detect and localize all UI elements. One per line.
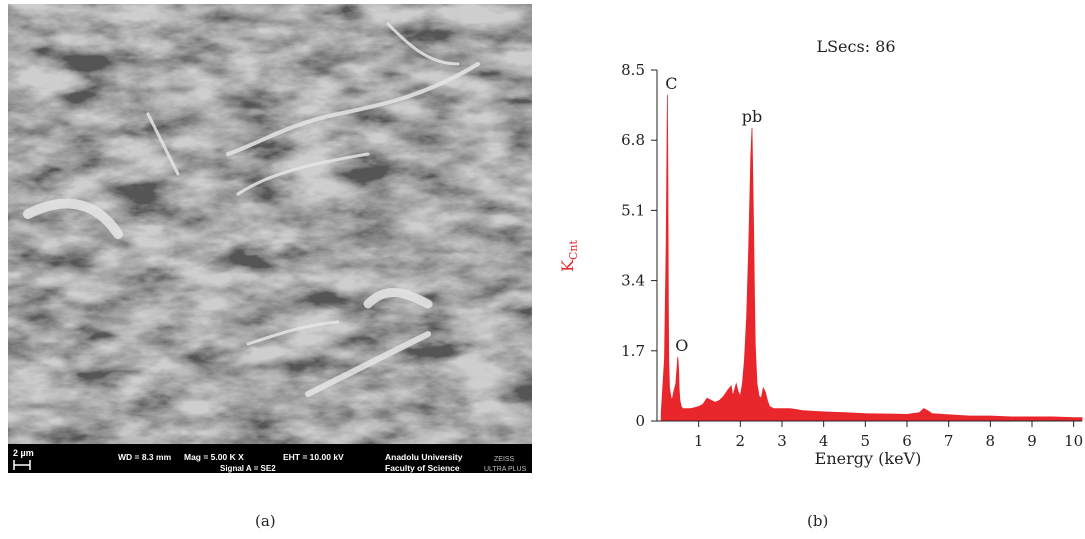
x-tick-label: 10	[1064, 432, 1083, 450]
caption-b: (b)	[807, 512, 829, 530]
spectrum-series	[660, 94, 1083, 422]
sem-brand-line1: ZEISS	[494, 456, 515, 463]
x-axis-title: Energy (keV)	[815, 449, 922, 468]
x-tick-label: 3	[777, 432, 787, 450]
sem-institution-line1: Anadolu University	[385, 452, 463, 462]
sem-bright-ridges	[23, 22, 480, 397]
peak-label-o: O	[675, 336, 688, 355]
x-tick-label: 4	[819, 432, 829, 450]
peak-label-pb: pb	[742, 107, 762, 126]
chart-title: LSecs: 86	[816, 37, 895, 56]
plot-area: 0 1.7 3.4 5.1 6.8 8.5 1 2 3 4 5 6 7 8 9 10 Cpb O	[621, 61, 1083, 450]
sem-brand-line2: ULTRA PLUS	[484, 466, 527, 473]
y-tick-label: 0	[635, 412, 645, 430]
eds-spectrum-chart: LSecs: 86 0 1.7 3.4 5.1 6.8 8.5 1 2 3 4 5 6 7 8 9 10 Cpb…	[558, 37, 1083, 468]
sem-institution-line2: Faculty of Science	[385, 463, 460, 473]
y-tick-label: 3.4	[621, 272, 645, 290]
sem-info-bar	[8, 444, 532, 473]
sem-micrograph-panel: 2 µm WD = 8.3 mm Mag = 5.00 K X Signal A…	[8, 4, 532, 473]
sem-scale-bar	[13, 460, 31, 470]
x-tick-label: 6	[902, 432, 912, 450]
y-tick-label: 6.8	[621, 131, 645, 149]
sem-micrograph-image: 2 µm WD = 8.3 mm Mag = 5.00 K X Signal A…	[8, 4, 532, 473]
peak-label-c: C	[665, 74, 677, 93]
x-tick-label: 1	[694, 432, 704, 450]
y-tick-label: 8.5	[621, 61, 645, 79]
y-axis-title: KCnt	[558, 239, 580, 271]
caption-a: (a)	[255, 512, 276, 530]
y-tick-label: 1.7	[621, 342, 645, 360]
sem-eht: EHT = 10.00 kV	[283, 452, 344, 462]
sem-scale-label: 2 µm	[13, 448, 34, 458]
x-tick-label: 5	[861, 432, 871, 450]
x-tick-label: 7	[944, 432, 954, 450]
y-tick-label: 5.1	[621, 201, 645, 219]
y-axis-title-main: K	[558, 259, 577, 272]
x-tick-label: 2	[736, 432, 746, 450]
x-tick-label: 8	[986, 432, 996, 450]
sem-magnification: Mag = 5.00 K X	[184, 452, 244, 462]
y-axis-title-sub: Cnt	[567, 239, 580, 260]
x-tick-label: 9	[1027, 432, 1037, 450]
sem-signal: Signal A = SE2	[220, 464, 276, 473]
sem-working-distance: WD = 8.3 mm	[118, 452, 172, 462]
